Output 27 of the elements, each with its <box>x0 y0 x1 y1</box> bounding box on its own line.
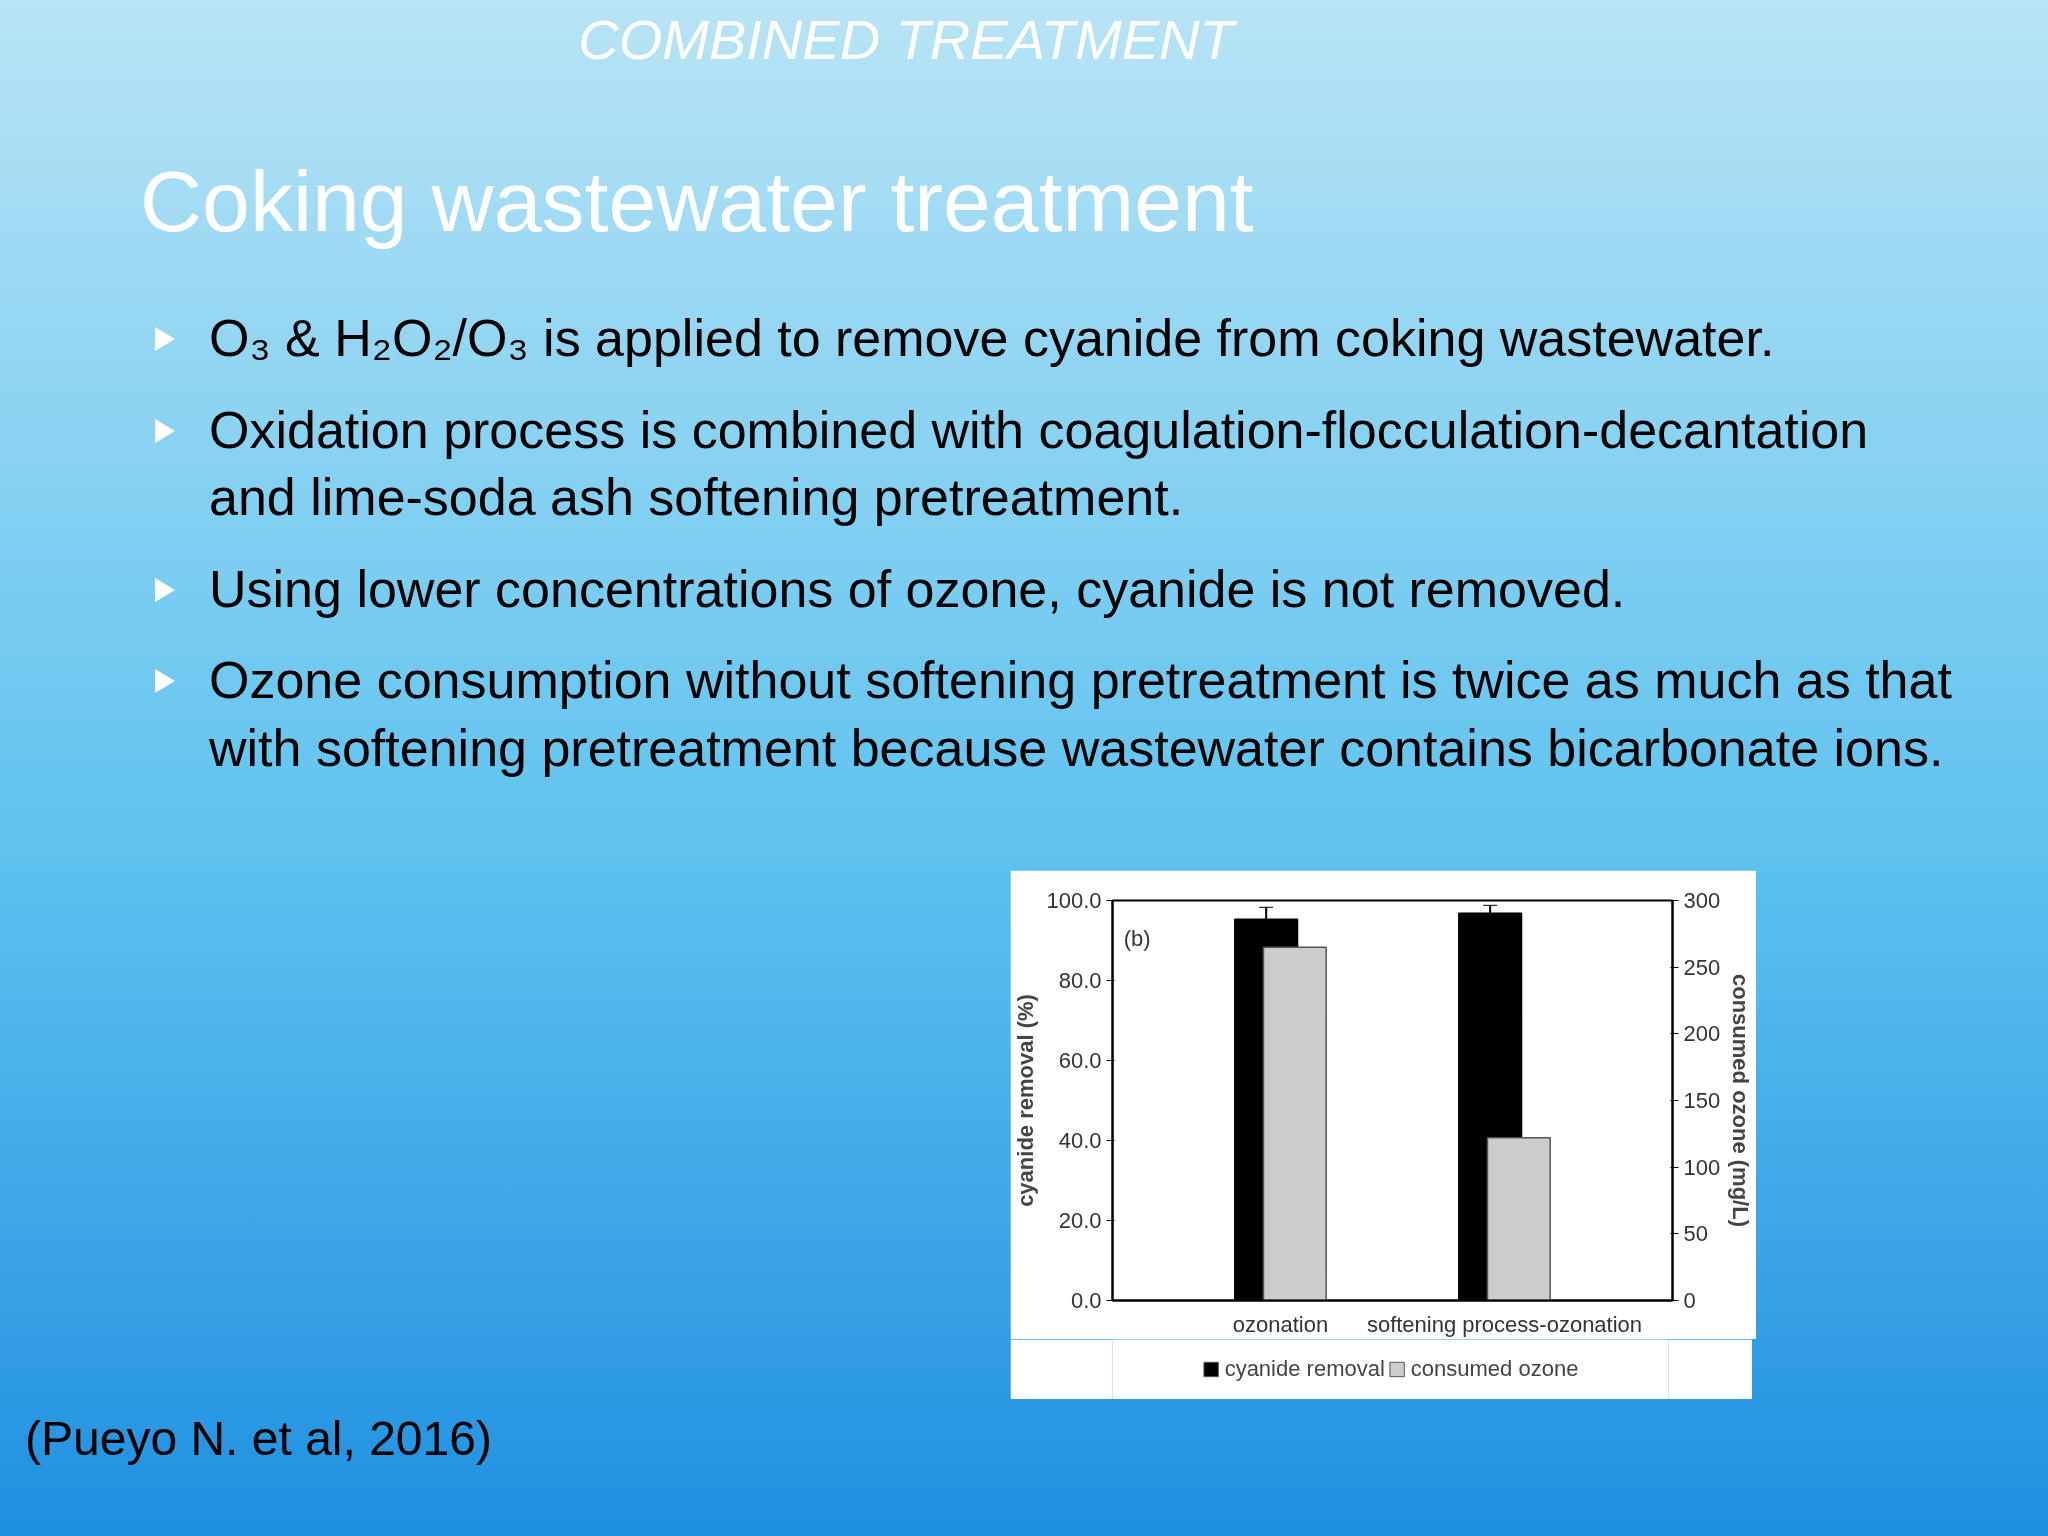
y2-tick-label: 100 <box>1683 1154 1721 1180</box>
x-tick-label: ozonation <box>1232 1311 1329 1337</box>
y2-tick-label: 50 <box>1683 1221 1708 1247</box>
chart-title: Coking wastewater treatment <box>140 152 1254 251</box>
text: (Pueyo N. et al, 2016) <box>25 1411 492 1467</box>
text: Ozone consumption without softening pretreatment is twice as much as that with softening pretreatment because wastewater contains bicarbonate ions. <box>209 650 1953 779</box>
text: O₃ & H₂O₂/O₃ is applied to remove cyanide from coking wastewater. <box>209 308 1775 369</box>
y-tick-label: 80.0 <box>1058 968 1102 993</box>
legend-label: cyanide removal <box>1224 1356 1385 1382</box>
y-tick-label: 0.0 <box>1070 1288 1102 1313</box>
y2-tick-label: 150 <box>1683 1088 1721 1113</box>
y2-tick-label: 250 <box>1683 954 1721 980</box>
y-axis-title: cyanide removal (%) <box>1013 994 1039 1207</box>
y-tick-label: 60.0 <box>1058 1048 1102 1073</box>
annotation: (b) <box>1123 925 1151 951</box>
chart-subtitle: COMBINED TREATMENT <box>577 7 1238 73</box>
y2-tick-label: 200 <box>1683 1021 1721 1047</box>
legend-label: consumed ozone <box>1410 1356 1579 1382</box>
y2-axis-title: consumed ozone (mg/L) <box>1728 974 1754 1227</box>
x-tick-label: softening process-ozonation <box>1366 1311 1643 1337</box>
y2-tick-label: 300 <box>1683 888 1721 913</box>
y-tick-label: 100.0 <box>1046 888 1102 913</box>
y-tick-label: 20.0 <box>1058 1208 1102 1233</box>
y-tick-label: 40.0 <box>1058 1128 1102 1153</box>
text: Using lower concentrations of ozone, cyanide is not removed. <box>209 558 1626 620</box>
text: Oxidation process is combined with coagulation-flocculation-decantation and lime-soda ash softening pretreatment. <box>209 399 1870 529</box>
y2-tick-label: 0 <box>1683 1288 1696 1313</box>
